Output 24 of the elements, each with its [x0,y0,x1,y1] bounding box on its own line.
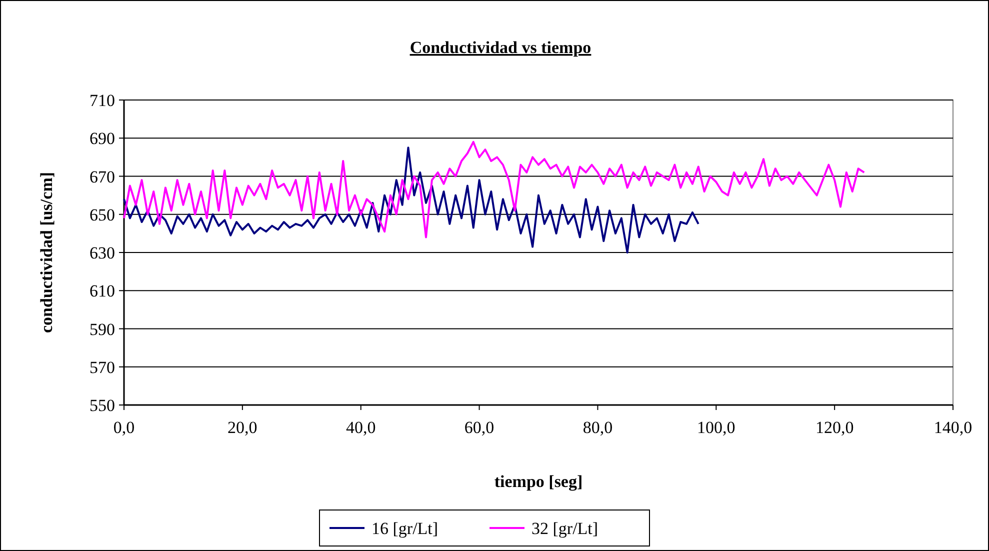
y-tick-label: 690 [90,129,115,148]
y-tick-label: 710 [90,91,115,110]
x-tick-label: 80,0 [582,418,613,437]
x-tick-label: 0,0 [113,418,135,437]
line-series [123,140,866,238]
y-tick-label: 610 [90,282,115,301]
y-axis-title: conductividad [us/cm] [37,172,56,334]
y-tick-label: 630 [90,244,115,262]
legend-label: 32 [gr/Lt] [532,519,598,538]
y-tick-label: 670 [90,167,115,186]
x-tick-label: 40,0 [346,418,376,437]
y-tick-label: 590 [90,320,115,339]
chart-title: Conductividad vs tiempo [410,38,592,57]
line-series [123,146,700,254]
x-tick-label: 140,0 [934,418,972,437]
x-axis-title: tiempo [seg] [494,472,583,491]
y-tick-label: 550 [90,396,115,415]
x-tick-label: 20,0 [228,418,258,437]
x-tick-label: 60,0 [464,418,494,437]
x-tick-label: 100,0 [697,418,736,437]
y-tick-label: 570 [90,358,115,377]
x-tick-label: 120,0 [815,418,854,437]
y-tick-label: 650 [90,205,115,224]
legend-label: 16 [gr/Lt] [372,519,438,538]
